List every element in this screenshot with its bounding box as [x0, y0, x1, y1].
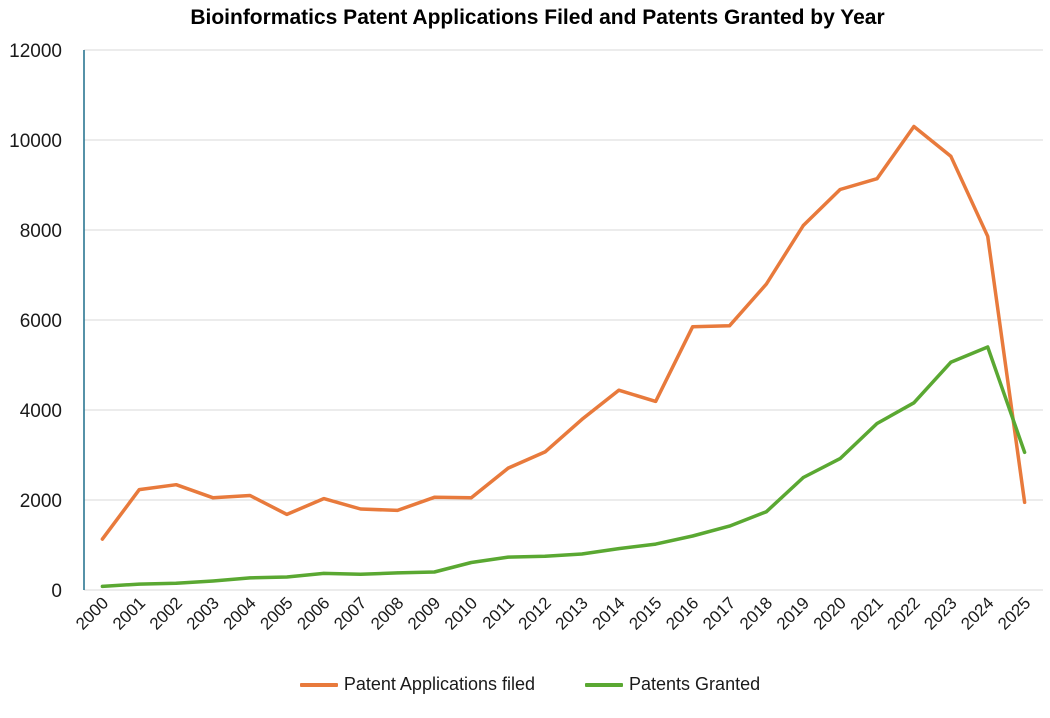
data-point-applications-2005 — [285, 512, 289, 516]
series-line-applications — [100, 124, 1027, 541]
x-tick-label-2006: 2006 — [293, 593, 333, 633]
data-point-applications-2025 — [1023, 500, 1027, 504]
data-point-applications-2004 — [248, 494, 252, 497]
data-point-applications-2001 — [137, 488, 141, 492]
data-point-applications-2003 — [211, 496, 215, 500]
x-tick-label-2022: 2022 — [884, 593, 924, 633]
y-tick-label-0: 0 — [51, 581, 62, 602]
data-point-granted-2016 — [691, 534, 695, 538]
data-point-applications-2017 — [727, 324, 731, 328]
x-tick-label-2020: 2020 — [810, 593, 850, 633]
y-tick-label-8000: 8000 — [20, 221, 62, 242]
data-point-granted-2001 — [137, 582, 141, 586]
x-tick-label-2025: 2025 — [994, 593, 1034, 633]
data-point-granted-2020 — [838, 457, 842, 461]
data-point-applications-2015 — [654, 399, 658, 403]
legend-swatch-applications — [299, 682, 338, 687]
x-tick-label-2005: 2005 — [257, 593, 297, 633]
data-point-granted-2019 — [801, 476, 805, 479]
data-point-granted-2008 — [396, 571, 400, 575]
data-point-applications-2010 — [469, 496, 473, 500]
x-tick-label-2016: 2016 — [662, 593, 702, 633]
data-point-granted-2000 — [100, 584, 104, 588]
data-point-applications-2016 — [691, 325, 695, 329]
data-point-applications-2019 — [801, 224, 805, 227]
x-tick-label-2024: 2024 — [957, 593, 997, 633]
data-point-applications-2012 — [543, 450, 547, 454]
data-point-applications-2013 — [580, 417, 584, 421]
data-point-applications-2024 — [986, 234, 990, 238]
data-point-applications-2008 — [396, 508, 400, 512]
x-tick-label-2009: 2009 — [404, 593, 444, 633]
data-point-applications-2002 — [174, 483, 178, 487]
data-point-applications-2014 — [617, 388, 621, 392]
legend-swatch-granted — [585, 682, 624, 687]
data-point-applications-2018 — [764, 282, 768, 286]
x-tick-label-2013: 2013 — [552, 593, 592, 633]
data-point-granted-2014 — [617, 547, 621, 551]
x-tick-label-2010: 2010 — [441, 593, 481, 633]
data-point-granted-2012 — [543, 554, 547, 558]
data-point-granted-2024 — [986, 345, 990, 349]
x-tick-label-2008: 2008 — [367, 593, 407, 633]
legend: Patent Applications filed Patents Grante… — [0, 674, 1050, 695]
legend-label-granted: Patents Granted — [629, 674, 761, 694]
x-tick-label-2014: 2014 — [588, 593, 628, 633]
x-tick-label-2004: 2004 — [220, 593, 260, 633]
legend-label-applications: Patent Applications filed — [343, 674, 536, 694]
x-tick-label-2003: 2003 — [183, 593, 223, 633]
data-point-granted-2003 — [211, 579, 215, 583]
x-tick-label-2001: 2001 — [109, 593, 149, 633]
data-point-granted-2021 — [875, 422, 879, 425]
data-point-granted-2010 — [469, 561, 473, 565]
data-point-granted-2022 — [912, 401, 916, 405]
x-tick-label-2000: 2000 — [72, 593, 112, 633]
data-point-granted-2025 — [1023, 450, 1027, 454]
data-point-applications-2011 — [506, 466, 510, 470]
data-point-applications-2022 — [912, 125, 916, 128]
data-point-granted-2013 — [580, 552, 584, 556]
x-tick-label-2021: 2021 — [847, 593, 887, 633]
data-point-applications-2007 — [359, 507, 363, 511]
x-tick-label-2018: 2018 — [736, 593, 776, 633]
x-tick-label-2019: 2019 — [773, 593, 813, 633]
legend-item-granted: Patents Granted — [585, 674, 760, 695]
data-point-applications-2009 — [432, 495, 436, 499]
data-point-granted-2005 — [285, 575, 289, 579]
y-tick-label-10000: 10000 — [9, 131, 62, 152]
data-point-applications-2021 — [875, 177, 879, 181]
data-point-granted-2009 — [432, 570, 436, 574]
y-tick-label-2000: 2000 — [20, 491, 62, 512]
x-tick-label-2012: 2012 — [515, 593, 555, 633]
data-point-granted-2007 — [359, 572, 363, 576]
series-line-granted — [100, 345, 1027, 589]
data-point-granted-2018 — [764, 510, 768, 514]
data-point-applications-2000 — [100, 537, 104, 541]
y-tick-label-12000: 12000 — [9, 41, 62, 62]
x-tick-label-2015: 2015 — [625, 593, 665, 633]
x-tick-label-2011: 2011 — [479, 593, 518, 632]
x-tick-label-2017: 2017 — [699, 593, 739, 633]
data-point-granted-2004 — [248, 576, 252, 580]
data-point-granted-2002 — [174, 581, 178, 585]
data-point-granted-2015 — [654, 542, 658, 546]
data-point-granted-2017 — [727, 524, 731, 528]
data-point-granted-2023 — [949, 360, 953, 364]
y-tick-label-6000: 6000 — [20, 311, 62, 332]
x-tick-label-2007: 2007 — [330, 593, 370, 633]
data-point-applications-2023 — [949, 154, 953, 158]
x-tick-label-2023: 2023 — [920, 593, 960, 633]
legend-item-applications: Patent Applications filed — [299, 674, 536, 695]
data-point-applications-2020 — [838, 188, 842, 191]
data-point-granted-2011 — [506, 555, 510, 559]
data-point-granted-2006 — [322, 571, 326, 575]
chart-title: Bioinformatics Patent Applications Filed… — [190, 6, 885, 29]
y-tick-label-4000: 4000 — [20, 401, 62, 422]
x-tick-label-2002: 2002 — [146, 593, 186, 633]
data-point-applications-2006 — [322, 497, 326, 501]
